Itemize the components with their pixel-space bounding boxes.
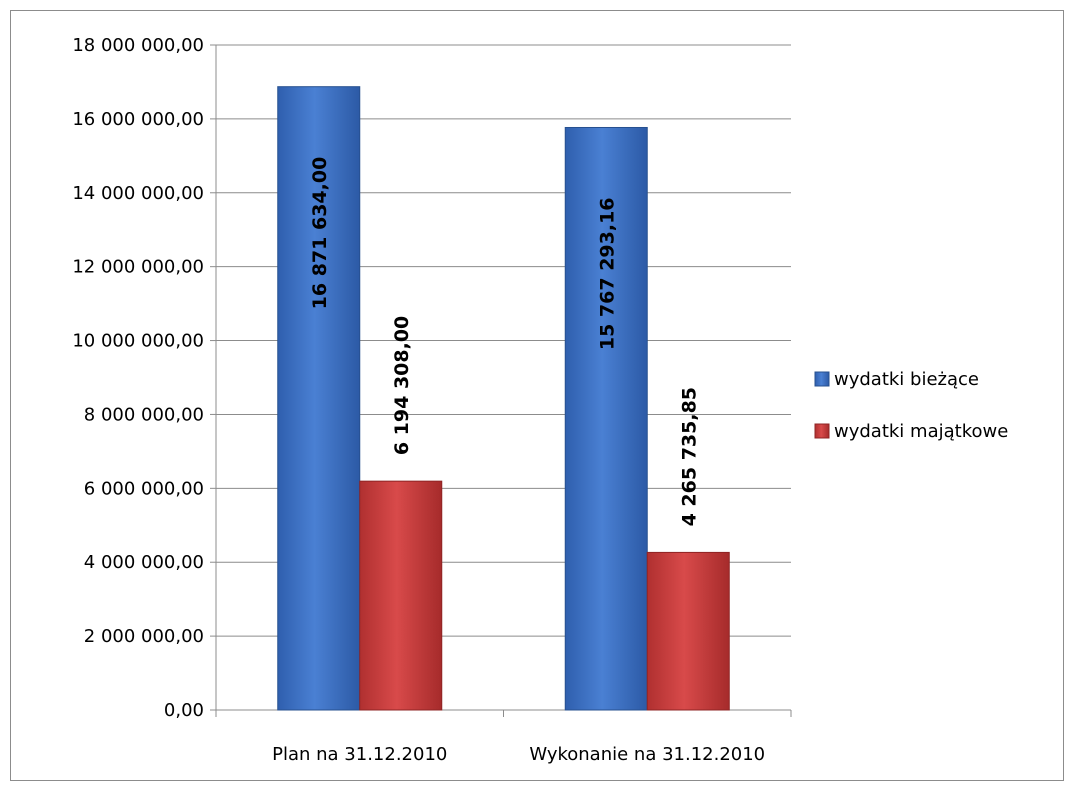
bars (277, 86, 730, 711)
data-label: 15 767 293,16 (596, 197, 618, 350)
data-label: 4 265 735,85 (678, 387, 700, 526)
legend-label: wydatki majątkowe (834, 421, 1008, 442)
axes: 0,00 2 000 000,00 4 000 000,00 6 000 000,00… (72, 35, 792, 765)
data-label: 6 194 308,00 (391, 316, 413, 455)
y-tick-label: 14 000 000,00 (72, 183, 204, 204)
y-tick-label: 0,00 (164, 700, 204, 721)
legend-swatch (814, 423, 830, 439)
y-tick-label: 8 000 000,00 (84, 404, 204, 425)
bar-wydatki-biezace (277, 86, 361, 711)
y-tick-label: 16 000 000,00 (72, 109, 204, 130)
bar-chart: 0,00 2 000 000,00 4 000 000,00 6 000 000,00… (72, 35, 1008, 765)
y-tick-label: 2 000 000,00 (84, 626, 204, 647)
y-tick-label: 4 000 000,00 (84, 552, 204, 573)
legend: wydatki bieżące wydatki majątkowe (814, 369, 1008, 442)
data-labels: 16 871 634,00 6 194 308,00 15 767 293,16 4 … (309, 157, 701, 527)
x-category-label: Plan na 31.12.2010 (272, 744, 447, 765)
y-tick-label: 6 000 000,00 (84, 478, 204, 499)
bar-wydatki-majatkowe (646, 551, 730, 711)
y-tick-label: 18 000 000,00 (72, 35, 204, 56)
legend-swatch (814, 371, 830, 387)
bar-wydatki-biezace (564, 126, 648, 711)
legend-label: wydatki bieżące (834, 369, 979, 390)
bar-wydatki-majatkowe (359, 480, 443, 711)
y-tick-label: 10 000 000,00 (72, 331, 204, 352)
x-category-label: Wykonanie na 31.12.2010 (529, 744, 765, 765)
chart-frame: 0,00 2 000 000,00 4 000 000,00 6 000 000,00… (10, 10, 1064, 781)
y-tick-label: 12 000 000,00 (72, 257, 204, 278)
data-label: 16 871 634,00 (309, 157, 331, 310)
